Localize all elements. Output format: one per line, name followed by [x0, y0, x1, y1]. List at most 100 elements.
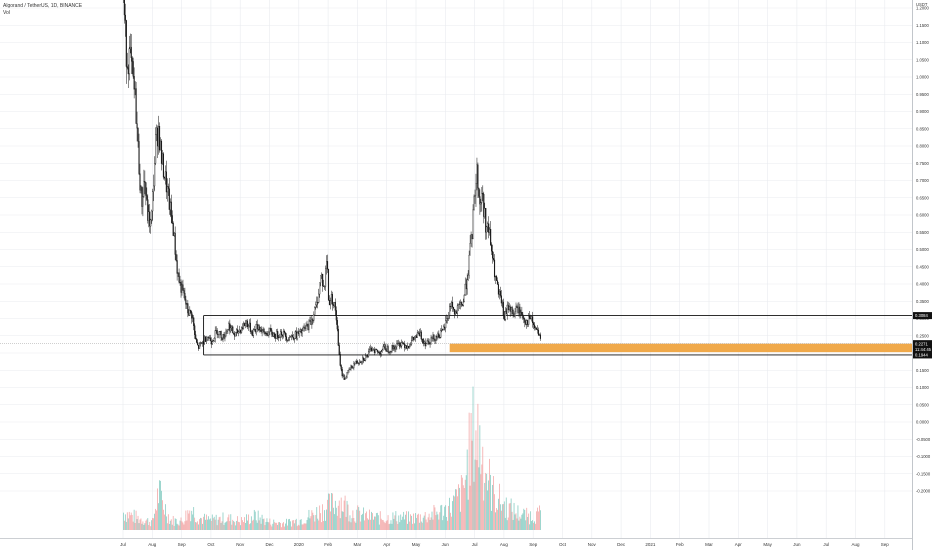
candle-body — [123, 0, 125, 16]
volume-bar — [339, 518, 341, 530]
candle-body — [294, 331, 296, 339]
volume-bar — [148, 525, 150, 530]
volume-bar — [224, 522, 226, 530]
candle-body — [239, 329, 241, 332]
candle-body — [387, 346, 389, 353]
volume-bar — [323, 520, 324, 530]
price-tick-label: -0.1500 — [916, 471, 931, 476]
candle-body — [276, 331, 278, 339]
candle-body — [396, 343, 398, 347]
volume-bar — [459, 511, 461, 530]
volume-bar — [227, 517, 229, 530]
candle-body — [341, 369, 343, 377]
volume-bar — [216, 525, 218, 530]
volume-bar — [154, 513, 156, 530]
volume-bar — [437, 514, 439, 530]
candle-body — [185, 299, 187, 305]
candle-body — [175, 254, 177, 261]
volume-bar — [188, 513, 190, 530]
candle-body — [330, 294, 332, 301]
candle-body — [203, 336, 206, 344]
candle-body — [190, 310, 192, 313]
volume-bar — [395, 511, 397, 530]
volume-bar — [268, 522, 270, 530]
volume-bar — [481, 464, 483, 530]
candle-body — [250, 331, 252, 333]
candle-body — [213, 338, 215, 341]
volume-bar — [278, 522, 280, 530]
candle-body — [494, 276, 497, 278]
volume-bar — [124, 514, 126, 530]
volume-bar — [471, 440, 473, 530]
candle-body — [398, 342, 400, 344]
candle-body — [455, 311, 457, 314]
candle-body — [292, 337, 294, 340]
volume-bar — [483, 500, 485, 530]
volume-bar — [158, 503, 159, 530]
volume-bar — [512, 519, 514, 530]
time-tick-label: Sep — [529, 542, 538, 547]
volume-bar — [348, 521, 350, 530]
candle-body — [516, 306, 518, 308]
candle-body — [466, 279, 468, 290]
volume-bar — [261, 514, 263, 530]
candle-body — [200, 342, 202, 344]
candle-body — [441, 328, 443, 331]
candle-body — [205, 339, 207, 342]
volume-bar — [157, 488, 158, 530]
time-tick-label: Nov — [236, 542, 245, 547]
volume-bar — [190, 521, 192, 530]
candle-body — [468, 254, 470, 276]
volume-bar — [162, 500, 163, 530]
volume-bar — [397, 523, 399, 530]
volume-bar — [418, 522, 420, 530]
price-tick-label: 1.2000 — [916, 6, 929, 11]
volume-bar — [287, 525, 288, 530]
price-tick-label: 0.5500 — [916, 230, 929, 235]
candle-body — [417, 332, 419, 334]
price-tick-label: 0.7000 — [916, 178, 929, 183]
time-axis[interactable]: Jul Aug Sep Oct Nov Dec 2020 Feb Mar Apr May Jun Jul… — [0, 538, 912, 548]
volume-bar — [263, 518, 265, 530]
volume-bar — [223, 524, 225, 530]
volume-bar — [250, 516, 252, 530]
volume-bar — [163, 509, 164, 530]
candle-body — [153, 185, 155, 192]
candle-body — [409, 344, 412, 347]
volume-bar — [202, 523, 203, 530]
candle-body — [245, 320, 248, 324]
candle-body — [133, 76, 135, 90]
volume-bar — [414, 523, 415, 530]
candle-body — [168, 188, 170, 210]
volume-bar — [374, 516, 376, 530]
candle-body — [331, 294, 333, 305]
volume-bar — [175, 518, 177, 530]
candle-body — [354, 363, 356, 365]
candle-body — [522, 314, 524, 319]
volume-bar — [377, 515, 379, 530]
candle-body — [236, 329, 238, 333]
volume-bar — [450, 512, 451, 530]
volume-bar — [297, 524, 299, 530]
volume-bar — [208, 519, 210, 530]
volume-bar — [280, 522, 281, 530]
candle-body — [358, 362, 360, 364]
candle-body — [346, 372, 348, 378]
candle-body — [263, 328, 265, 333]
candle-body — [183, 290, 185, 294]
candle-body — [528, 315, 530, 325]
candle-body — [216, 330, 218, 335]
volume-bar — [363, 507, 365, 530]
volume-bar — [248, 514, 249, 530]
volume-bar — [182, 522, 184, 530]
candle-body — [400, 345, 402, 348]
candle-body — [290, 335, 292, 337]
volume-bar — [531, 521, 532, 530]
candle-body — [242, 327, 244, 329]
time-tick-label: May — [763, 542, 772, 547]
volume-bar — [351, 518, 353, 530]
time-tick-label: Jun — [442, 542, 450, 547]
volume-bar — [453, 495, 454, 530]
